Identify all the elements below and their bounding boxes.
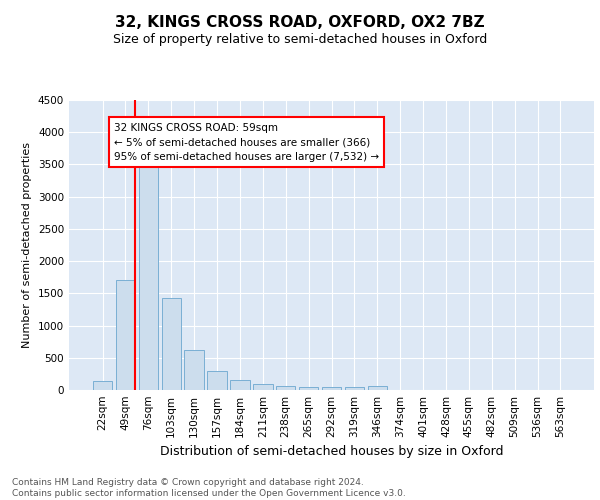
Bar — [161, 298, 181, 390]
Bar — [368, 386, 387, 390]
Bar — [276, 386, 295, 390]
Bar — [208, 372, 227, 390]
Text: Contains HM Land Registry data © Crown copyright and database right 2024.
Contai: Contains HM Land Registry data © Crown c… — [12, 478, 406, 498]
X-axis label: Distribution of semi-detached houses by size in Oxford: Distribution of semi-detached houses by … — [160, 446, 503, 458]
Bar — [344, 388, 364, 390]
Bar — [230, 380, 250, 390]
Text: Size of property relative to semi-detached houses in Oxford: Size of property relative to semi-detach… — [113, 32, 487, 46]
Bar — [116, 280, 135, 390]
Bar — [93, 381, 112, 390]
Y-axis label: Number of semi-detached properties: Number of semi-detached properties — [22, 142, 32, 348]
Text: 32 KINGS CROSS ROAD: 59sqm
← 5% of semi-detached houses are smaller (366)
95% of: 32 KINGS CROSS ROAD: 59sqm ← 5% of semi-… — [114, 122, 379, 162]
Text: 32, KINGS CROSS ROAD, OXFORD, OX2 7BZ: 32, KINGS CROSS ROAD, OXFORD, OX2 7BZ — [115, 15, 485, 30]
Bar — [184, 350, 204, 390]
Bar — [299, 387, 319, 390]
Bar — [322, 387, 341, 390]
Bar — [253, 384, 272, 390]
Bar — [139, 165, 158, 390]
